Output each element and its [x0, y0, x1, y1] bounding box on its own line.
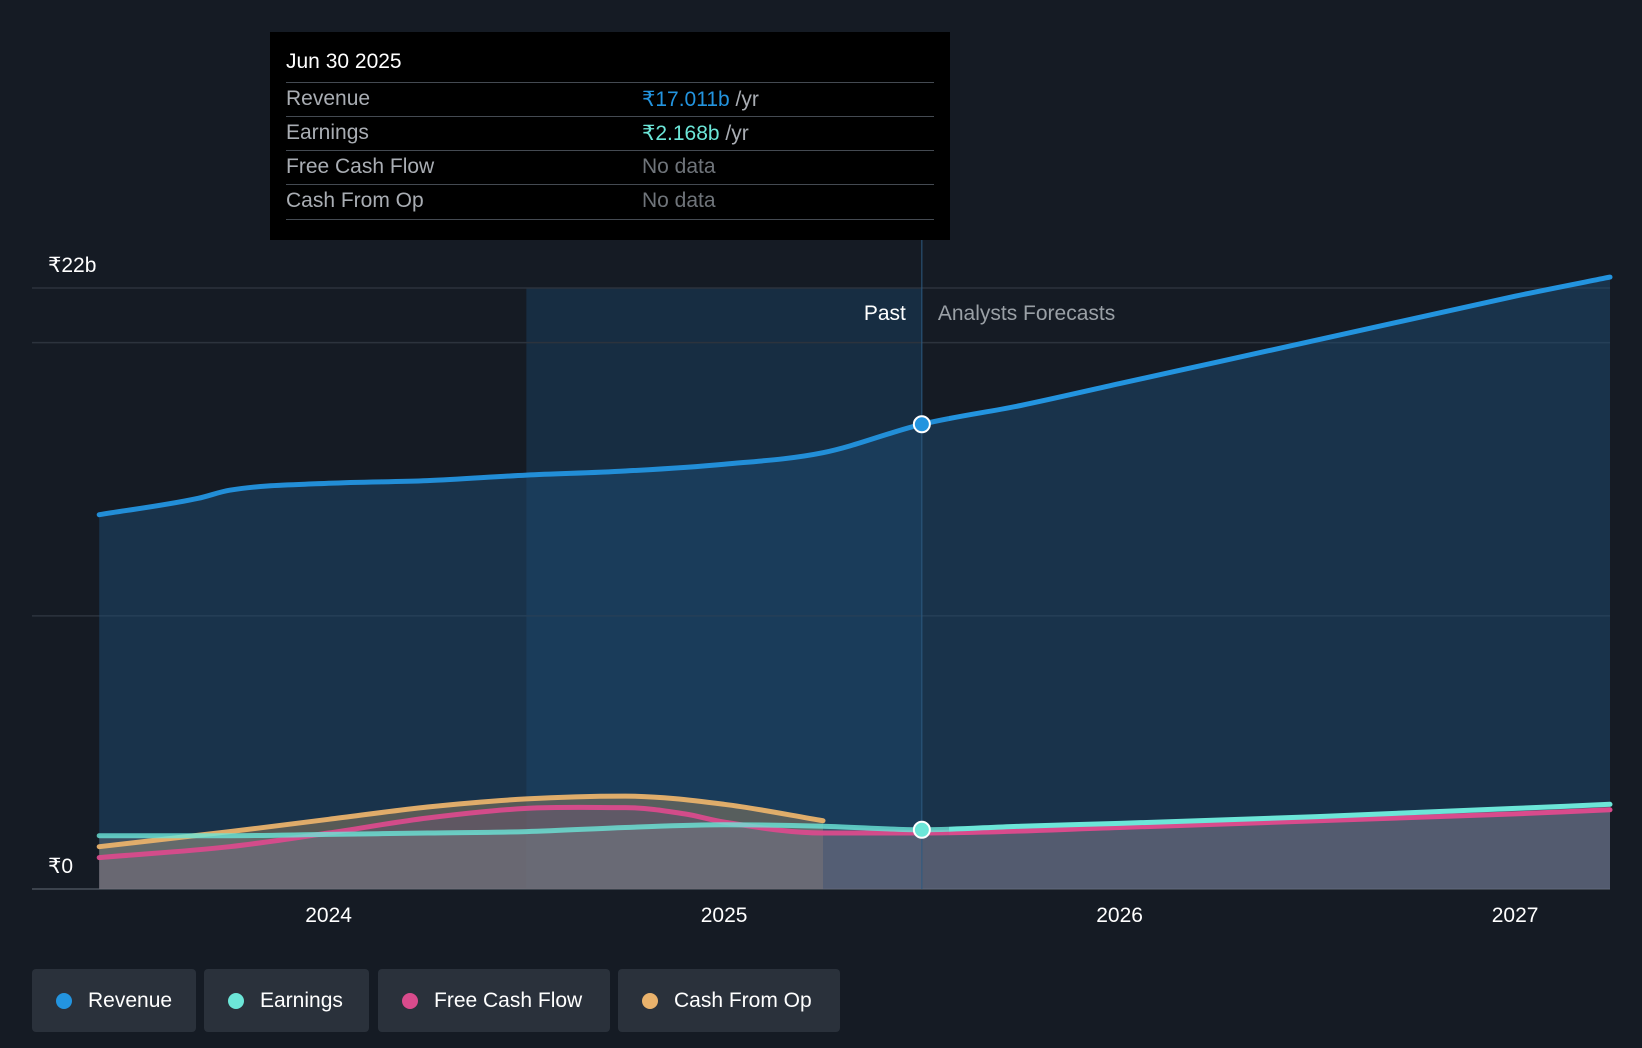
legend-label: Free Cash Flow [434, 989, 583, 1012]
x-tick-label: 2024 [305, 904, 352, 927]
tooltip-row-cash-from-op: Cash From Op No data [286, 184, 934, 220]
free-cash-flow-dot-icon [402, 993, 418, 1009]
tooltip-unit: /yr [719, 122, 749, 145]
revenue-line-past [96, 415, 949, 518]
tooltip-value: ₹17.011b /yr [642, 87, 759, 112]
legend-label: Cash From Op [674, 989, 812, 1012]
cash-from-op-line-past [96, 793, 826, 850]
forecast-label: Analysts Forecasts [938, 302, 1115, 325]
axis-labels: ₹22b ₹0 Past Analysts Forecasts 2024 202… [48, 254, 1538, 927]
revenue-area [99, 277, 1611, 890]
tooltip-row-earnings: Earnings ₹2.168b /yr [286, 116, 934, 151]
earnings-line-forecast [949, 801, 1613, 832]
tooltip-value: No data [642, 155, 716, 178]
tooltip-label: Earnings [286, 121, 369, 144]
tooltip-date: Jun 30 2025 [286, 50, 402, 73]
tooltip-label: Free Cash Flow [286, 155, 435, 178]
earnings-marker [912, 820, 931, 839]
legend-item-revenue[interactable]: Revenue [32, 969, 196, 1032]
y-tick-label-max: ₹22b [48, 254, 96, 277]
tooltip-value: No data [642, 189, 716, 212]
x-tick-label: 2025 [701, 904, 748, 927]
y-tick-label-zero: ₹0 [48, 855, 73, 878]
legend-item-earnings[interactable]: Earnings [204, 969, 369, 1032]
revenue-line-forecast [949, 274, 1613, 422]
x-tick-label: 2026 [1096, 904, 1143, 927]
earnings-line-past [96, 822, 949, 839]
past-label: Past [864, 302, 906, 325]
hover-markers [912, 415, 931, 839]
free-cash-flow-line-forecast [949, 807, 1613, 836]
tooltip-label: Cash From Op [286, 189, 424, 212]
tooltip-row-revenue: Revenue ₹17.011b /yr [286, 82, 934, 117]
tooltip-unit: /yr [729, 88, 759, 111]
tooltip-row-free-cash-flow: Free Cash Flow No data [286, 150, 934, 185]
cash-from-op-area [99, 796, 823, 889]
cash-from-op-dot-icon [642, 993, 658, 1009]
series-lines [96, 274, 1613, 861]
tooltip-label: Revenue [286, 87, 371, 110]
tooltip-value: ₹2.168b /yr [642, 121, 749, 146]
legend-label: Earnings [260, 989, 343, 1012]
x-tick-label: 2027 [1492, 904, 1539, 927]
earnings-dot-icon [228, 993, 244, 1009]
hover-tooltip: Jun 30 2025 Revenue ₹17.011b /yr Earning… [270, 32, 950, 240]
revenue-marker [912, 415, 931, 434]
tooltip-revenue-value: ₹17.011b [642, 88, 730, 111]
revenue-dot-icon [56, 993, 72, 1009]
tooltip-earnings-value: ₹2.168b [642, 122, 720, 145]
legend-item-cash-from-op[interactable]: Cash From Op [618, 969, 840, 1032]
legend-item-free-cash-flow[interactable]: Free Cash Flow [378, 969, 610, 1032]
free-cash-flow-area [99, 807, 1611, 889]
legend-label: Revenue [88, 989, 173, 1012]
